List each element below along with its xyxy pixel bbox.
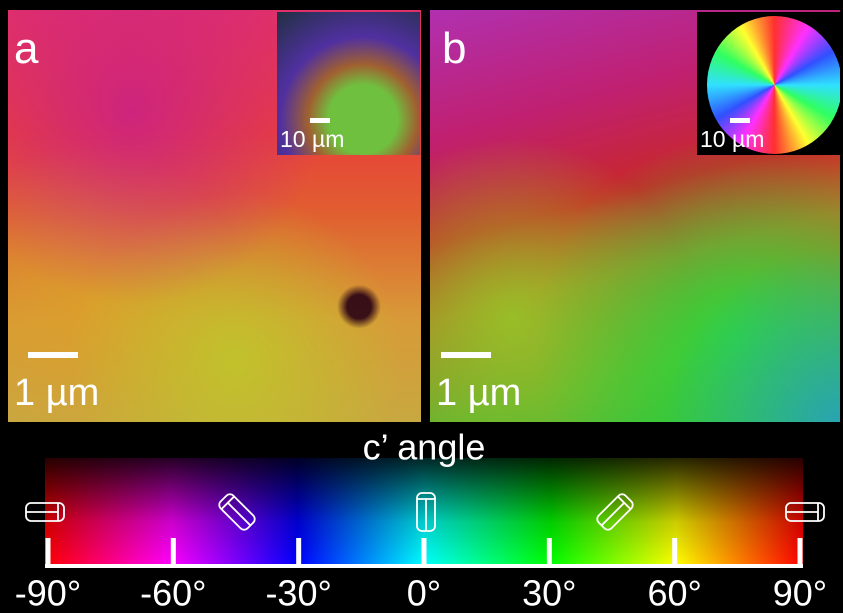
colorbar-title: c’ angle [363, 427, 486, 468]
tick-label: -90° [15, 573, 81, 613]
colorbar: c’ angle -90° -60° -30° 0° 30° 60° 90° [0, 0, 843, 613]
tick-label: 90° [773, 573, 827, 613]
tick-label: -30° [265, 573, 331, 613]
figure: {"panels": [ {"label": "a", "scale_bar":… [0, 0, 843, 613]
tick-label: 60° [647, 573, 701, 613]
tick-label: 0° [407, 573, 441, 613]
tick-label: 30° [522, 573, 576, 613]
tick-label: -60° [140, 573, 206, 613]
